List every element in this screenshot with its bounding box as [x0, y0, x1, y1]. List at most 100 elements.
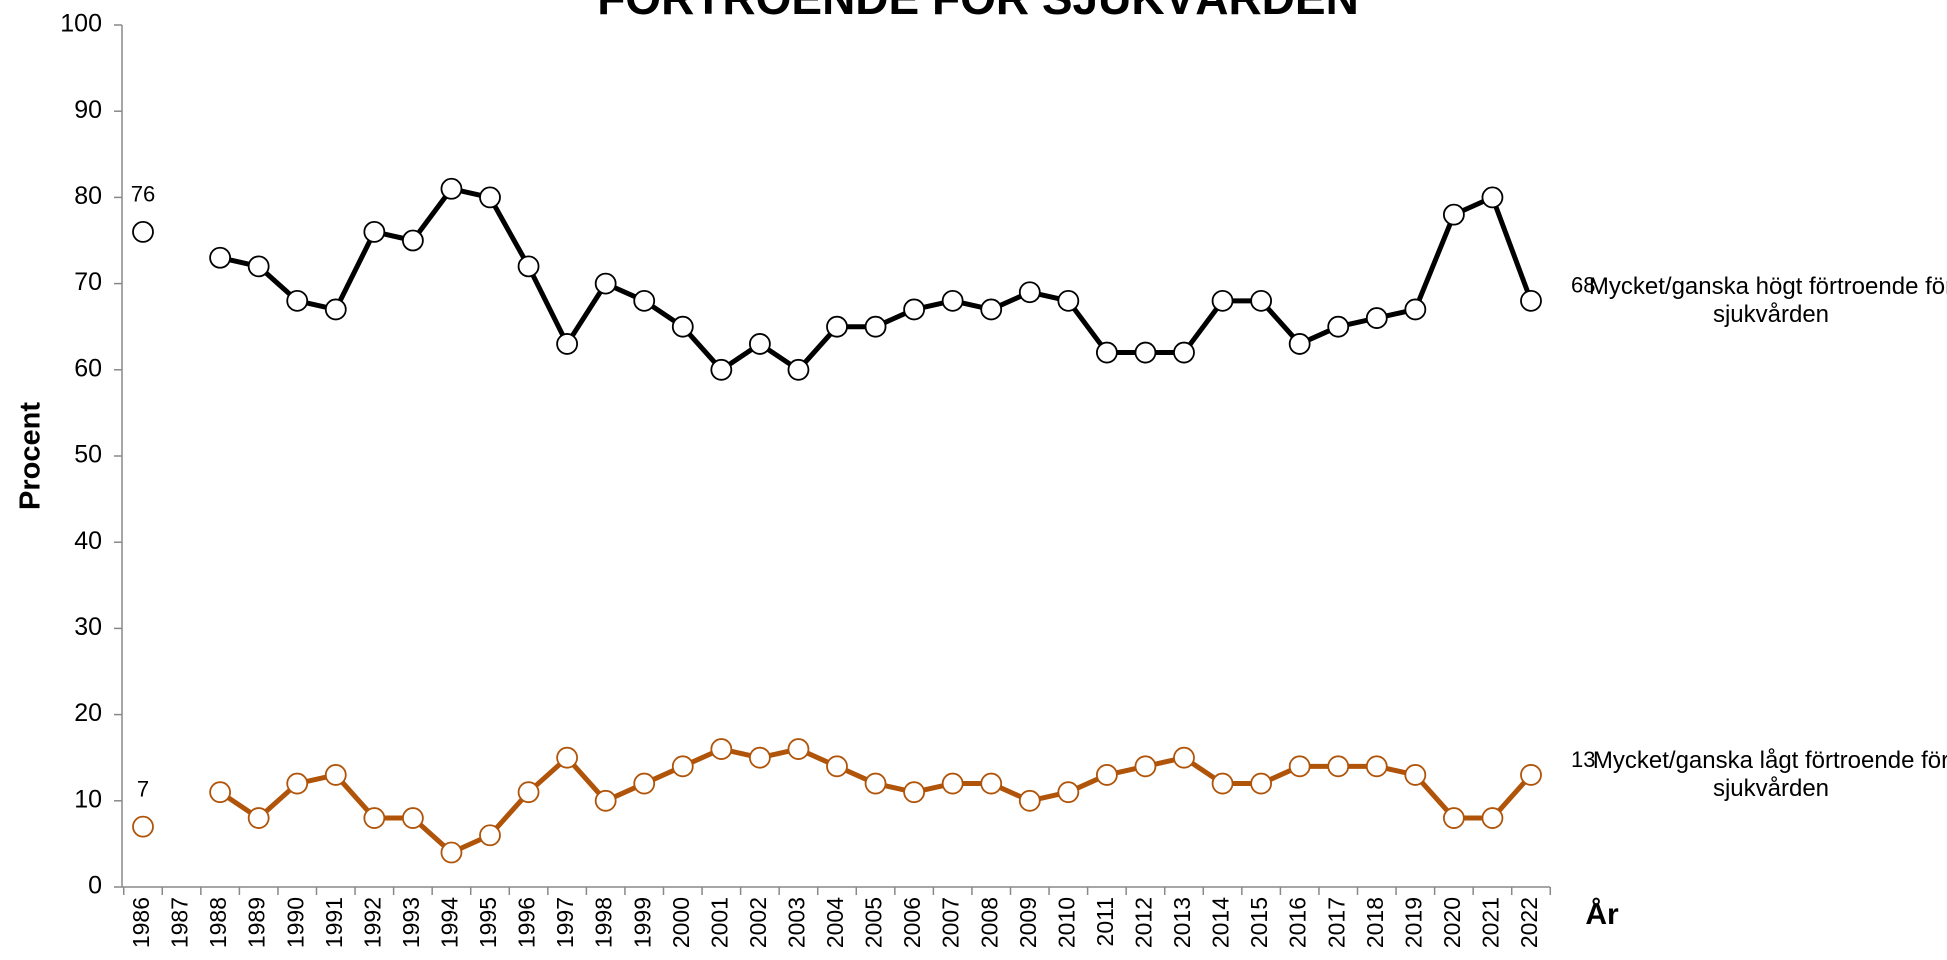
point [1134, 341, 1157, 364]
point [903, 781, 926, 804]
point [517, 255, 540, 278]
x-tick-label: 2017 [1323, 897, 1349, 948]
x-tick-label: 2014 [1208, 897, 1234, 948]
data-label: 68 [1571, 273, 1595, 298]
x-tick-label: 1987 [167, 897, 193, 948]
point [594, 789, 617, 812]
point [1057, 289, 1080, 312]
x-tick-label: 1986 [128, 897, 154, 948]
x-tick-label: 2019 [1400, 897, 1426, 948]
point [594, 272, 617, 295]
point [633, 772, 656, 795]
x-tick-label: 2010 [1053, 897, 1079, 948]
point [1018, 281, 1041, 304]
y-tick-label: 80 [74, 182, 102, 210]
x-tick-label: 2003 [784, 897, 810, 948]
series-label: Mycket/ganska högt förtroende för sjukvå… [1588, 272, 1947, 328]
x-tick-label: 2011 [1092, 897, 1118, 946]
x-tick-label: 2020 [1439, 897, 1465, 948]
x-tick-label: 2009 [1015, 897, 1041, 948]
y-tick-label: 0 [88, 872, 102, 900]
series-label: Mycket/ganska lågt förtroende för sjukvå… [1592, 746, 1947, 802]
point [633, 289, 656, 312]
point [1250, 289, 1273, 312]
y-tick-label: 60 [74, 354, 102, 382]
y-tick-label: 100 [60, 10, 102, 38]
point [1211, 772, 1234, 795]
point [401, 807, 424, 829]
point [941, 289, 964, 312]
point [1173, 341, 1195, 364]
point [209, 781, 232, 804]
x-tick-label: 1991 [321, 897, 347, 948]
point [787, 738, 810, 760]
point [324, 764, 347, 786]
point [1327, 315, 1350, 338]
point [479, 186, 501, 209]
point [710, 738, 733, 760]
x-tick-label: 1998 [591, 897, 617, 948]
point [826, 755, 848, 778]
y-tick-label: 50 [74, 441, 102, 469]
y-tick-label: 30 [74, 613, 102, 641]
point [748, 746, 771, 769]
point [671, 755, 694, 778]
point [1057, 781, 1080, 804]
point [1095, 764, 1118, 786]
x-axis-label: År [1585, 898, 1619, 931]
point [286, 289, 309, 312]
point [864, 772, 887, 795]
point [556, 333, 579, 355]
y-tick-label: 10 [74, 785, 102, 813]
point [132, 815, 154, 838]
point [209, 246, 232, 269]
point [401, 229, 424, 252]
point [363, 220, 386, 243]
point [247, 255, 270, 278]
y-tick-label: 70 [74, 268, 102, 296]
x-tick-label: 1990 [282, 897, 308, 948]
x-tick-label: 1992 [359, 897, 385, 948]
point [1520, 289, 1542, 312]
point [980, 772, 1003, 795]
point [980, 298, 1003, 321]
point [1404, 298, 1427, 321]
point [1481, 186, 1504, 209]
x-tick-label: 2001 [706, 897, 732, 948]
x-tick-label: 1996 [514, 897, 540, 948]
point [1288, 755, 1311, 778]
x-tick-label: 2004 [822, 897, 848, 948]
x-tick-label: 2018 [1362, 897, 1388, 948]
point [479, 824, 501, 847]
point [1018, 789, 1041, 812]
y-tick-label: 90 [74, 96, 102, 124]
x-tick-label: 2021 [1478, 897, 1504, 948]
point [440, 841, 463, 864]
point [1442, 203, 1465, 226]
point [1288, 333, 1311, 355]
y-tick-label: 40 [74, 527, 102, 555]
x-tick-label: 1997 [552, 897, 578, 948]
point [903, 298, 926, 321]
x-tick-label: 1999 [629, 897, 655, 948]
point [1404, 764, 1427, 786]
x-tick-label: 2012 [1131, 897, 1157, 948]
chart-title: FÖRTROENDE FÖR SJUKVÅRDEN [597, 0, 1359, 24]
point [324, 298, 347, 321]
point [710, 358, 733, 381]
point [748, 333, 771, 355]
point [363, 807, 386, 829]
y-axis-label: Procent [15, 402, 47, 510]
point [440, 177, 463, 200]
x-tick-label: 2008 [976, 897, 1002, 948]
x-tick-label: 2016 [1285, 897, 1311, 948]
x-tick-label: 2007 [938, 897, 964, 948]
x-tick-label: 1995 [475, 897, 501, 948]
x-tick-label: 2000 [668, 897, 694, 948]
point [517, 781, 540, 804]
point [132, 220, 154, 243]
series-line [219, 186, 1534, 373]
point [1250, 772, 1273, 795]
